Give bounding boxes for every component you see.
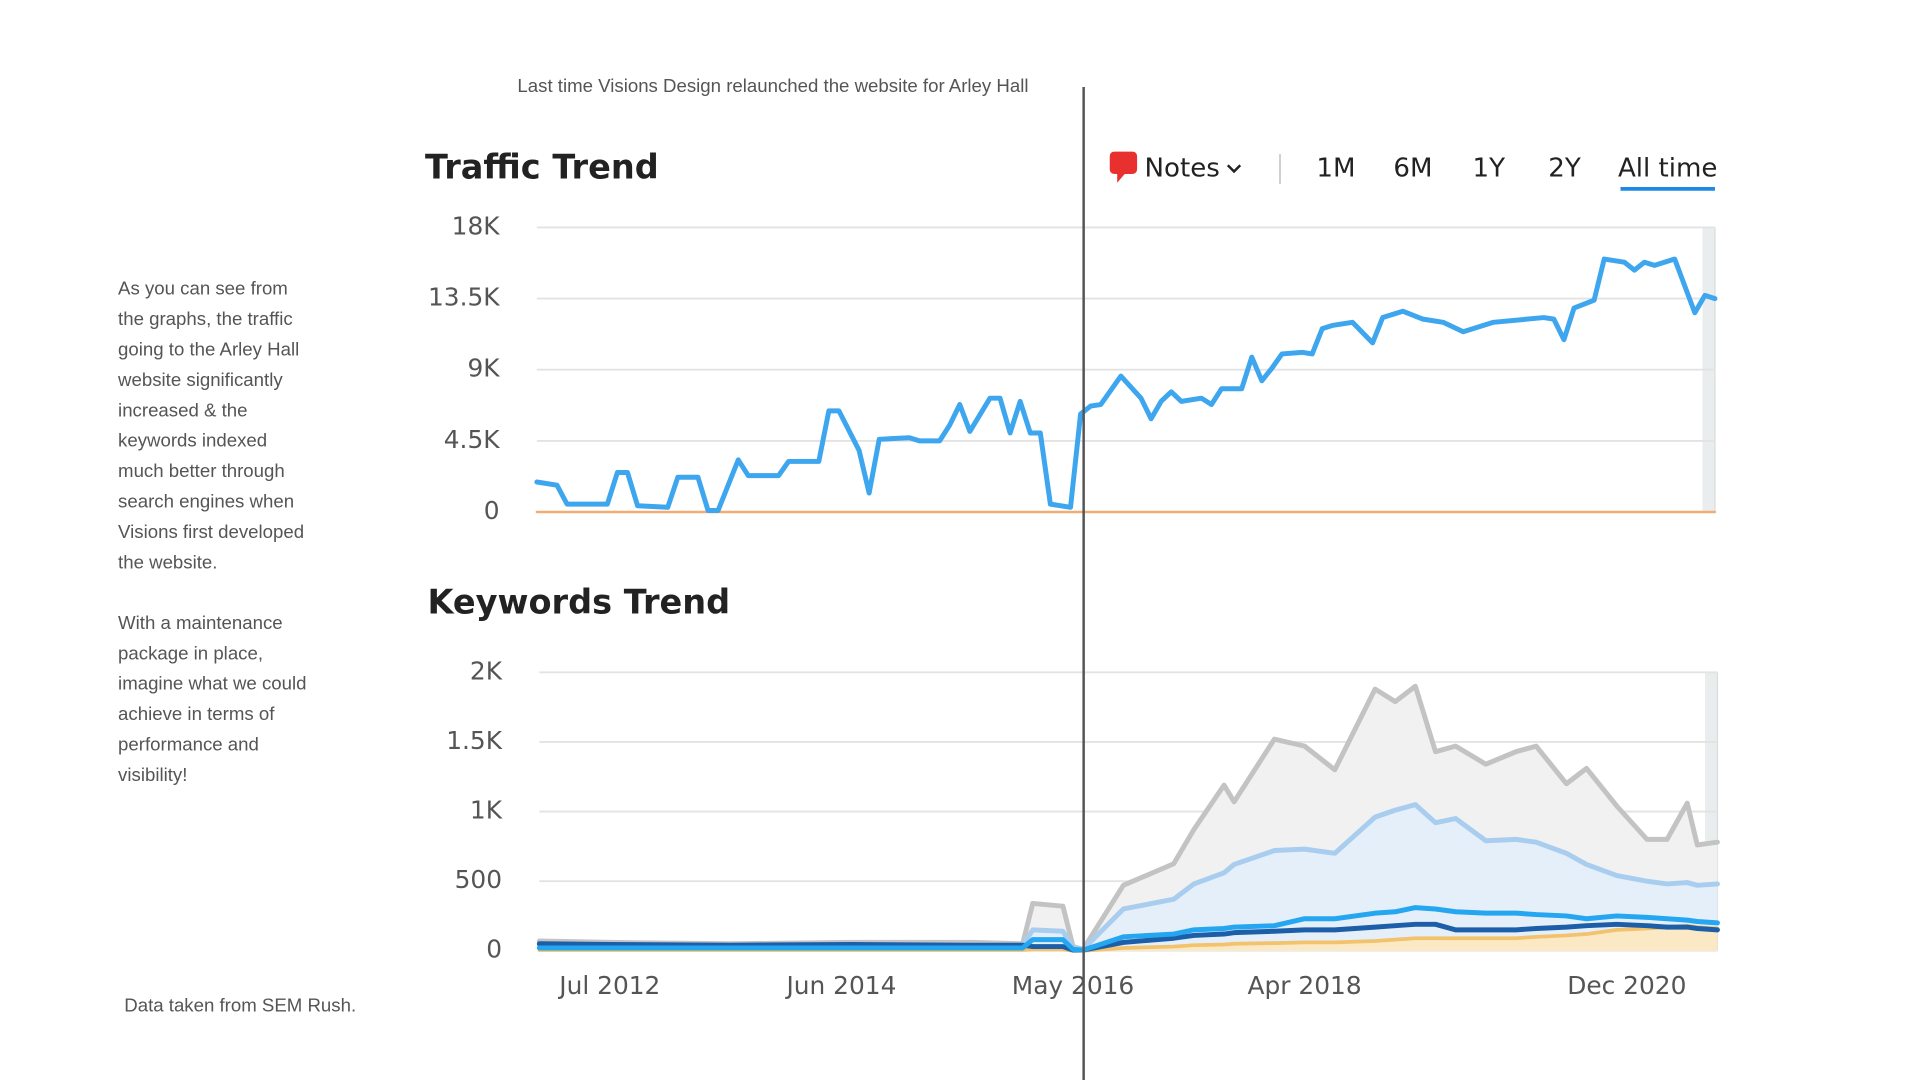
y-tick-label: 18K bbox=[452, 211, 501, 240]
series-area bbox=[539, 804, 1718, 951]
notes-label: Notes bbox=[1145, 154, 1220, 184]
x-tick-label: Dec 2020 bbox=[1567, 971, 1686, 1000]
notes-icon bbox=[1109, 151, 1138, 183]
sidebar-line: going to the Arley Hall bbox=[118, 338, 299, 359]
sidebar-line: increased & the bbox=[118, 399, 247, 420]
chevron bbox=[1226, 164, 1242, 174]
sidebar-line: package in place, bbox=[118, 642, 263, 663]
range-button[interactable]: All time bbox=[1618, 154, 1718, 184]
range-button[interactable]: 1M bbox=[1316, 154, 1355, 184]
y-tick-label: 9K bbox=[467, 354, 500, 383]
sidebar-line: With a maintenance bbox=[118, 612, 283, 633]
y-tick-label: 500 bbox=[455, 865, 502, 894]
sidebar-line: much better through bbox=[118, 460, 285, 481]
y-tick-label: 2K bbox=[470, 656, 503, 685]
sidebar-line: search engines when bbox=[118, 491, 294, 512]
y-tick-label: 1K bbox=[470, 796, 503, 825]
y-tick-label: 13.5K bbox=[428, 283, 500, 312]
sidebar-line: keywords indexed bbox=[118, 430, 267, 451]
sidebar-line: website significantly bbox=[117, 369, 283, 390]
series-line bbox=[534, 256, 1718, 513]
chart-title: Keywords Trend bbox=[427, 583, 730, 622]
x-tick-label: Apr 2018 bbox=[1248, 971, 1362, 1000]
range-button[interactable]: 2Y bbox=[1548, 154, 1581, 184]
series-area bbox=[539, 925, 1718, 951]
range-button[interactable]: 1Y bbox=[1473, 154, 1506, 184]
sidebar-line: visibility! bbox=[118, 764, 187, 785]
sidebar-line: imagine what we could bbox=[118, 673, 306, 694]
y-tick-label: 1.5K bbox=[446, 726, 503, 755]
x-tick-label: Jul 2012 bbox=[557, 971, 660, 1000]
series-line bbox=[536, 683, 1720, 952]
x-tick-label: Jun 2014 bbox=[784, 971, 896, 1000]
y-tick-label: 0 bbox=[486, 935, 502, 964]
range-button[interactable]: 6M bbox=[1393, 154, 1432, 184]
series-line bbox=[536, 905, 1720, 953]
sidebar-line: Visions first developed bbox=[118, 521, 304, 542]
series-line bbox=[536, 802, 1720, 952]
sidebar-line: achieve in terms of bbox=[118, 703, 275, 724]
notes-button[interactable]: Notes bbox=[1109, 151, 1242, 184]
sidebar-line: the graphs, the traffic bbox=[118, 308, 293, 329]
sidebar-line: performance and bbox=[118, 734, 259, 755]
sidebar-line: the website. bbox=[118, 552, 217, 573]
y-tick-label: 4.5K bbox=[444, 425, 501, 454]
series-line bbox=[537, 923, 1720, 953]
x-tick-label: May 2016 bbox=[1012, 971, 1134, 1000]
chart-title: Traffic Trend bbox=[425, 148, 659, 187]
source-note: Data taken from SEM Rush. bbox=[124, 995, 356, 1016]
y-tick-label: 0 bbox=[484, 496, 500, 525]
sidebar-line: As you can see from bbox=[118, 277, 288, 298]
relaunch-annotation: Last time Visions Design relaunched the … bbox=[517, 75, 1028, 96]
